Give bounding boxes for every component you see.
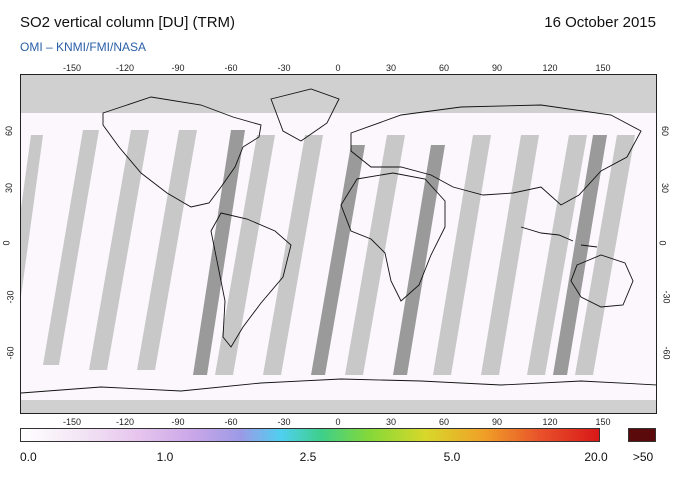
lon-tick-top: -90 <box>171 63 185 73</box>
map-date: 16 October 2015 <box>544 14 656 31</box>
lat-tick-left: 0 <box>1 240 12 246</box>
lon-tick-top: 90 <box>491 63 503 73</box>
lon-tick-top: 120 <box>542 63 558 73</box>
map-canvas <box>21 75 656 413</box>
coastlines <box>21 88 656 394</box>
swath-overlaps <box>193 130 607 375</box>
colorbar-label: 0.0 <box>20 450 37 464</box>
lat-tick-right: 60 <box>660 125 671 137</box>
lat-tick-right: 0 <box>657 240 668 246</box>
lat-tick-left: 60 <box>4 125 15 137</box>
map-title: SO2 vertical column [DU] (TRM) <box>20 14 236 31</box>
colorbar-label-max: >50 <box>632 450 654 464</box>
colorbar-max-swatch <box>628 428 656 442</box>
data-source: OMI – KNMI/FMI/NASA <box>20 40 147 54</box>
lon-tick-bottom: -60 <box>224 417 238 427</box>
colorbar-label: 1.0 <box>156 450 174 464</box>
lon-tick-top: -30 <box>277 63 291 73</box>
lat-tick-right: -60 <box>661 346 672 360</box>
lon-tick-bottom: -30 <box>277 417 291 427</box>
so2-map <box>20 74 657 414</box>
colorbar <box>20 428 600 442</box>
lon-tick-top: -60 <box>224 63 238 73</box>
colorbar-label: 5.0 <box>443 450 461 464</box>
swath-gaps <box>21 130 635 375</box>
lon-tick-top: -120 <box>115 63 135 73</box>
lat-tick-left: -30 <box>5 290 16 304</box>
antarctic-no-data <box>21 400 656 413</box>
lon-tick-bottom: 30 <box>385 417 397 427</box>
colorbar-label: 20.0 <box>584 450 608 464</box>
lon-tick-top: 60 <box>438 63 450 73</box>
lon-tick-bottom: -120 <box>115 417 135 427</box>
lon-tick-top: -150 <box>62 63 82 73</box>
lon-tick-top: 150 <box>595 63 611 73</box>
lat-tick-right: -30 <box>661 290 672 304</box>
lon-tick-bottom: 0 <box>335 417 341 427</box>
lon-tick-bottom: 150 <box>595 417 611 427</box>
lon-tick-top: 30 <box>385 63 397 73</box>
lon-tick-top: 0 <box>335 63 341 73</box>
lon-tick-bottom: 90 <box>491 417 503 427</box>
lat-tick-left: 30 <box>4 182 15 194</box>
lon-tick-bottom: -150 <box>62 417 82 427</box>
lon-tick-bottom: 60 <box>438 417 450 427</box>
lon-tick-bottom: -90 <box>171 417 185 427</box>
lat-tick-right: 30 <box>660 182 671 194</box>
lon-tick-bottom: 120 <box>542 417 558 427</box>
lat-tick-left: -60 <box>5 346 16 360</box>
colorbar-label: 2.5 <box>299 450 317 464</box>
arctic-no-data <box>21 75 656 113</box>
